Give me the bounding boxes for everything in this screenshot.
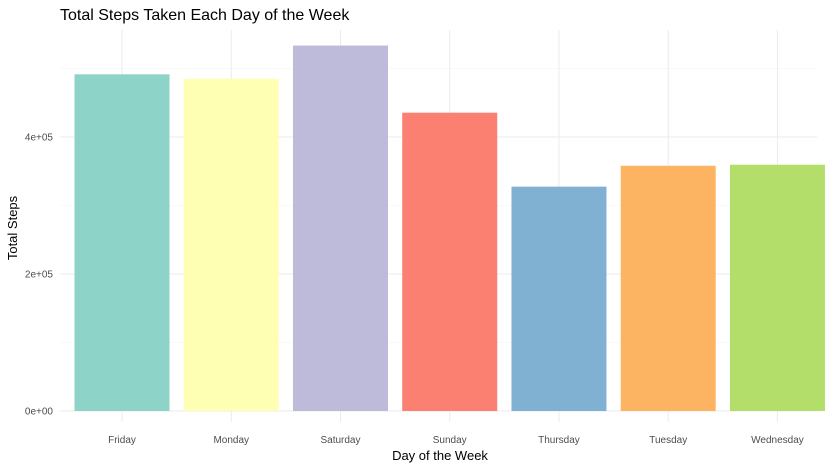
bar-thursday (511, 186, 607, 411)
x-tick-labels: Friday Monday Saturday Sunday Thursday Tuesda… (108, 435, 804, 446)
y-tick-label: 0e+00 (25, 407, 54, 418)
bar-friday (74, 74, 170, 411)
bar-saturday (292, 45, 388, 412)
bars (74, 45, 825, 412)
x-axis-title: Day of the Week (392, 448, 488, 463)
bar-monday (183, 78, 279, 412)
y-axis-title: Total Steps (5, 195, 20, 260)
x-tick-label-saturday: Saturday (320, 435, 360, 446)
x-tick-label-friday: Friday (108, 435, 136, 446)
chart-title: Total Steps Taken Each Day of the Week (60, 7, 350, 24)
x-tick-label-wednesday: Wednesday (751, 435, 804, 446)
bar-wednesday (729, 164, 825, 411)
x-tick-label-tuesday: Tuesday (649, 435, 687, 446)
x-tick-label-sunday: Sunday (433, 435, 467, 446)
bar-tuesday (620, 165, 716, 411)
y-tick-labels: 0e+00 2e+05 4e+05 (25, 133, 54, 418)
x-tick-label-thursday: Thursday (538, 435, 580, 446)
bar-sunday (402, 112, 498, 412)
y-tick-label: 2e+05 (25, 270, 54, 281)
y-tick-label: 4e+05 (25, 133, 54, 144)
x-tick-label-monday: Monday (213, 435, 249, 446)
